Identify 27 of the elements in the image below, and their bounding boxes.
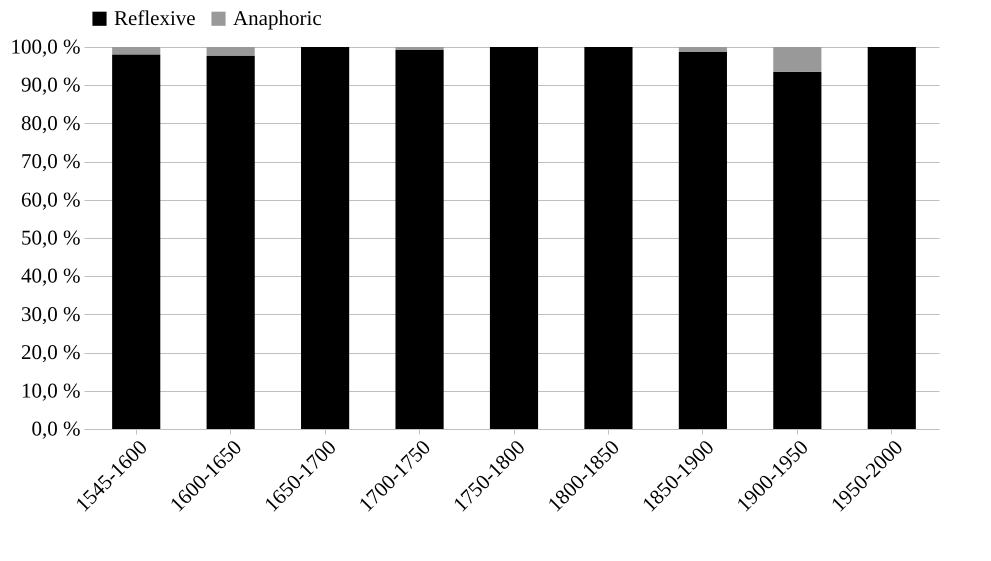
bar [678, 52, 727, 429]
bar [773, 47, 822, 72]
bar [301, 47, 350, 429]
legend-label: Reflexive [114, 6, 196, 30]
bar [584, 47, 633, 429]
y-tick-label: 80,0 % [21, 110, 80, 135]
y-tick-label: 90,0 % [21, 72, 80, 97]
bar [395, 47, 444, 50]
y-tick-label: 40,0 % [21, 264, 80, 288]
bar [112, 47, 160, 55]
y-tick-label: 10,0 % [21, 378, 80, 402]
y-tick-label: 60,0 % [21, 187, 80, 212]
legend-label: Anaphoric [233, 6, 322, 30]
bar [868, 47, 916, 429]
bar [490, 47, 538, 429]
bar [206, 56, 255, 429]
y-tick-label: 20,0 % [21, 340, 80, 364]
bar [395, 50, 444, 429]
y-tick-label: 100,0 % [10, 34, 80, 58]
bar [773, 72, 822, 429]
y-tick-label: 30,0 % [21, 302, 80, 326]
bar [112, 54, 160, 429]
y-tick-label: 50,0 % [21, 226, 80, 250]
y-tick-label: 70,0 % [21, 149, 80, 174]
bar [206, 47, 255, 56]
y-tick-label: 0,0 % [32, 416, 80, 440]
bar [678, 47, 727, 52]
